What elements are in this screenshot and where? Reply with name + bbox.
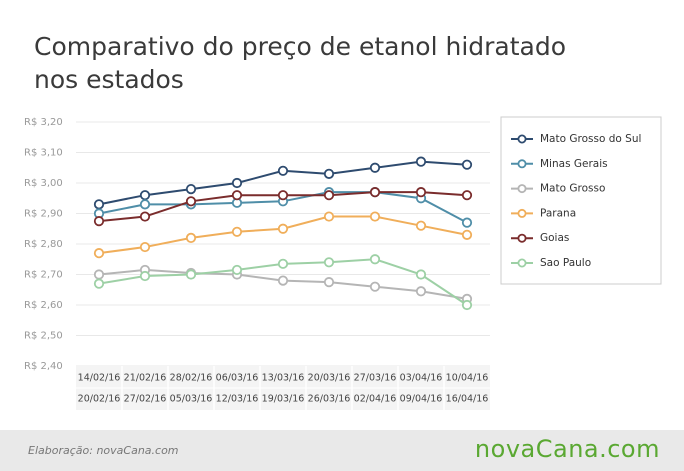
point [277, 258, 289, 269]
legend-marker [517, 258, 527, 268]
y-tick-label: R$ 2,80 [24, 239, 63, 250]
point [461, 159, 473, 170]
point [185, 184, 197, 195]
legend-label: Mato Grosso [540, 183, 605, 195]
x-tick-label: 27/03/16 [354, 373, 397, 384]
x-tick-label: 21/02/16 [124, 373, 167, 384]
legend-label: Mato Grosso do Sul [540, 133, 641, 145]
point [231, 177, 243, 189]
point [277, 223, 289, 234]
point [139, 211, 151, 222]
point [93, 278, 105, 289]
x-tick-label: 28/02/16 [170, 373, 213, 384]
point [231, 226, 243, 237]
point [93, 269, 105, 280]
point [461, 217, 473, 228]
y-tick-label: R$ 2,70 [24, 270, 63, 281]
point [93, 216, 105, 227]
point [415, 187, 427, 198]
point [369, 254, 381, 265]
point [415, 156, 427, 167]
x-tick-label: 06/03/16 [216, 373, 259, 384]
legend: Mato Grosso do Sul Minas Gerais Mato Gross… [500, 116, 662, 285]
point [369, 187, 381, 198]
x-tick-label: 13/03/16 [262, 373, 305, 384]
point [323, 211, 335, 222]
point [415, 269, 427, 280]
point [461, 299, 473, 311]
legend-marker [517, 134, 527, 144]
x-tick-label: 12/03/16 [216, 394, 259, 405]
legend-label: Parana [540, 207, 576, 219]
point [93, 248, 105, 259]
x-tick-label: 14/02/16 [78, 373, 121, 384]
logo: novaCana.com [474, 435, 660, 463]
chart: R$ 2,40 R$ 2,50 R$ 2,60 R$ 2,70 R$ 2,80 R$ 2,… [24, 116, 662, 410]
x-tick-label: 27/02/16 [124, 394, 167, 405]
legend-label: Sao Paulo [540, 257, 591, 269]
point [369, 211, 381, 222]
y-tick-label: R$ 3,20 [24, 117, 63, 128]
point [415, 286, 427, 297]
point [323, 257, 335, 268]
point [231, 190, 243, 201]
y-tick-label: R$ 2,50 [24, 331, 63, 342]
point [323, 277, 335, 288]
y-tick-label: R$ 2,90 [24, 209, 63, 220]
series-line [98, 215, 468, 255]
x-tick-label: 16/04/16 [446, 394, 489, 405]
point [323, 190, 335, 201]
chart-title: Comparativo do preço de etanol hidratado… [34, 32, 567, 94]
point [461, 190, 473, 201]
point [369, 281, 381, 292]
point [231, 264, 243, 276]
point [139, 241, 151, 253]
x-tick-label: 03/04/16 [400, 373, 443, 384]
y-tick-label: R$ 2,60 [24, 300, 63, 311]
legend-marker [517, 233, 527, 243]
x-tick-label: 20/03/16 [308, 373, 351, 384]
legend-marker [517, 184, 527, 194]
y-tick-label: R$ 2,40 [24, 361, 63, 372]
legend-box [500, 116, 662, 285]
x-tick-label: 10/04/16 [446, 373, 489, 384]
x-tick-label: 26/03/16 [308, 394, 351, 405]
point [185, 196, 197, 207]
legend-marker [517, 159, 527, 169]
point [461, 229, 473, 240]
legend-label: Minas Gerais [540, 158, 608, 170]
point [277, 275, 289, 286]
footer: Elaboração: novaCana.com novaCana.com [0, 430, 684, 471]
x-tick-label: 09/04/16 [400, 394, 443, 405]
point [415, 220, 427, 231]
point [277, 165, 289, 176]
point [277, 190, 289, 201]
point [139, 190, 151, 201]
x-tick-label: 02/04/16 [354, 394, 397, 405]
point [139, 270, 151, 282]
y-tick-label: R$ 3,10 [24, 148, 63, 159]
y-tick-label: R$ 3,00 [24, 178, 63, 189]
point [185, 269, 197, 280]
x-tick-label: 19/03/16 [262, 394, 305, 405]
point [369, 162, 381, 173]
point [323, 168, 335, 179]
legend-label: Goias [540, 232, 569, 244]
credit: Elaboração: novaCana.com [28, 444, 179, 457]
legend-marker [517, 208, 527, 218]
x-tick-label: 20/02/16 [78, 394, 121, 405]
point [93, 199, 105, 210]
x-tick-label: 05/03/16 [170, 394, 213, 405]
point [185, 232, 197, 243]
point [139, 199, 151, 210]
